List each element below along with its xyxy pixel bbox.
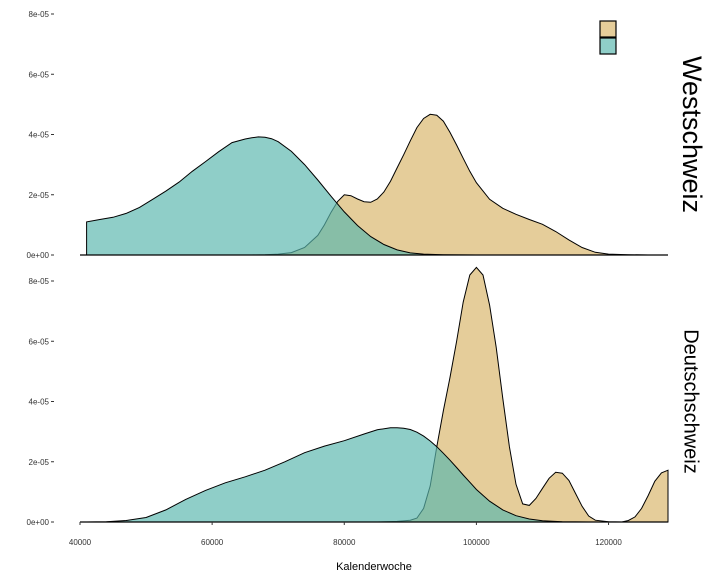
x-tick-label: 120000 [595, 538, 622, 547]
panels-layer: 0e+002e-054e-056e-058e-05Westschweiz0e+0… [27, 10, 707, 547]
density-area-tan [377, 266, 669, 523]
y-tick-label: 2e-05 [29, 458, 50, 467]
y-tick-label: 2e-05 [29, 191, 50, 200]
legend [599, 20, 617, 55]
y-tick-label: 6e-05 [29, 337, 50, 346]
x-tick-label: 60000 [201, 538, 224, 547]
y-tick-label: 0e+00 [27, 518, 50, 527]
strip-label: Westschweiz [677, 56, 707, 213]
panel-westschweiz: 0e+00 2e-05 4e-05 6e-05 8e-05 Westschweiz [27, 10, 707, 260]
x-tick-label: 100000 [463, 538, 490, 547]
y-tick-label: 8e-05 [29, 10, 50, 19]
x-axis-title: Kalenderwoche [336, 561, 412, 573]
panel-deutschschweiz: 0e+00 2e-05 4e-05 6e-05 8e-05 Deutschschweiz [27, 266, 702, 527]
strip-label: Deutschschweiz [680, 329, 702, 474]
density-area-teal [86, 136, 668, 256]
x-tick-label: 40000 [69, 538, 92, 547]
x-tick-label: 80000 [333, 538, 356, 547]
density-area-teal [86, 427, 668, 523]
y-tick-label: 4e-05 [29, 131, 50, 140]
legend-key-teal [599, 37, 617, 55]
y-tick-label: 0e+00 [27, 251, 50, 260]
y-tick-label: 8e-05 [29, 277, 50, 286]
y-tick-label: 4e-05 [29, 398, 50, 407]
y-tick-label: 6e-05 [29, 70, 50, 79]
x-axis: 40000 60000 80000 100000 120000 [69, 522, 622, 547]
legend-key-tan [599, 20, 617, 38]
